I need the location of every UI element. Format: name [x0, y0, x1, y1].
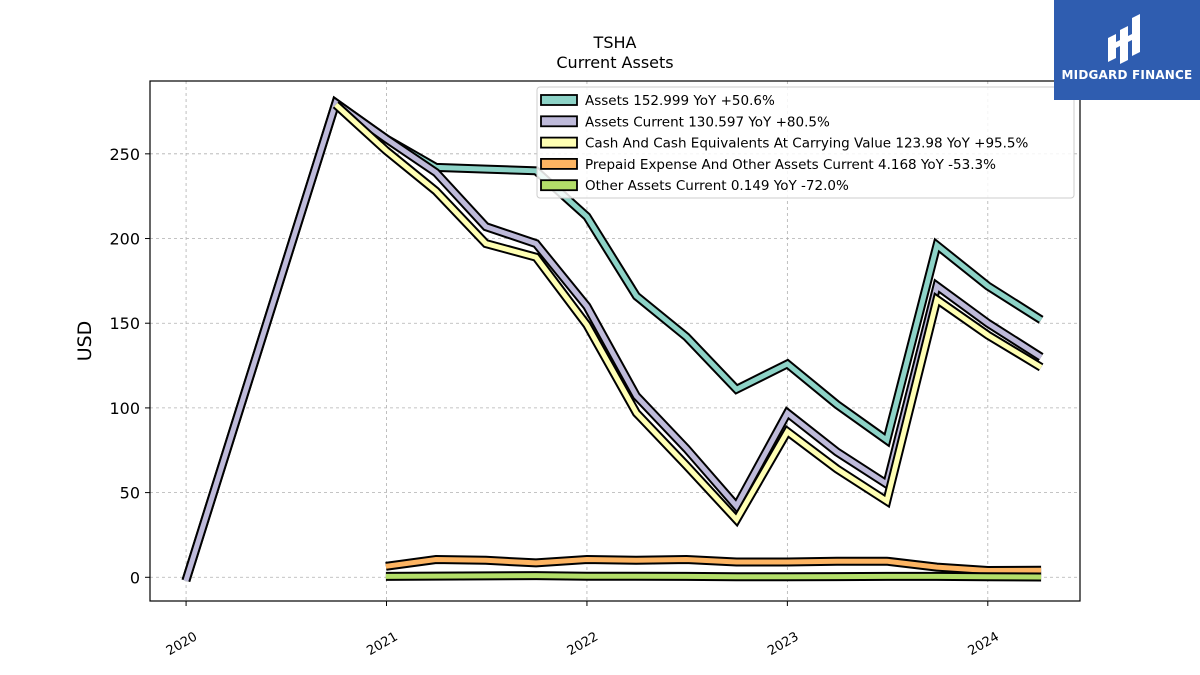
- x-tick-label: 2021: [364, 629, 400, 659]
- legend-swatch-2: [540, 136, 578, 149]
- series-line-3: [385, 556, 1042, 574]
- x-tick-label: 2022: [565, 629, 601, 659]
- legend: Assets 152.999 YoY +50.6% Assets Current …: [536, 86, 1075, 199]
- legend-label-0: Assets 152.999 YoY +50.6%: [585, 93, 775, 109]
- y-axis-label: USD: [74, 321, 96, 362]
- plot-frame: [149, 80, 1081, 602]
- x-axis: 2020 2021 2022 2023 2024: [164, 601, 1002, 659]
- chart-subtitle: Current Assets: [556, 53, 673, 72]
- y-tick-label: 250: [109, 145, 140, 164]
- brand-logo-text: MIDGARD FINANCE: [1061, 68, 1193, 82]
- y-tick-label: 200: [109, 230, 140, 249]
- chart-title: TSHA: [593, 33, 637, 52]
- legend-swatch-4: [540, 179, 578, 192]
- legend-swatch-0: [540, 94, 578, 106]
- y-tick-label: 50: [120, 484, 140, 503]
- y-tick-label: 150: [109, 314, 140, 333]
- legend-swatch-1: [540, 115, 578, 128]
- series-line-4: [385, 573, 1042, 580]
- legend-label-3: Prepaid Expense And Other Assets Current…: [585, 157, 996, 173]
- y-axis: 0 50 100 150 200 250: [109, 145, 150, 587]
- x-tick-label: 2020: [164, 629, 200, 659]
- brand-logo: MIDGARD FINANCE: [1054, 0, 1200, 100]
- series-line-2: [334, 102, 1043, 524]
- y-tick-label: 0: [130, 568, 140, 587]
- legend-swatch-3: [540, 157, 578, 170]
- legend-box: [536, 86, 1075, 199]
- legend-label-4: Other Assets Current 0.149 YoY -72.0%: [585, 178, 849, 194]
- series-layer: [181, 95, 1044, 583]
- legend-label-2: Cash And Cash Equivalents At Carrying Va…: [585, 136, 1029, 152]
- x-tick-label: 2024: [966, 629, 1002, 659]
- x-tick-label: 2023: [765, 629, 801, 659]
- legend-label-1: Assets Current 130.597 YoY +80.5%: [585, 114, 830, 130]
- midgard-logo-icon: [1108, 14, 1140, 64]
- y-tick-label: 100: [109, 399, 140, 418]
